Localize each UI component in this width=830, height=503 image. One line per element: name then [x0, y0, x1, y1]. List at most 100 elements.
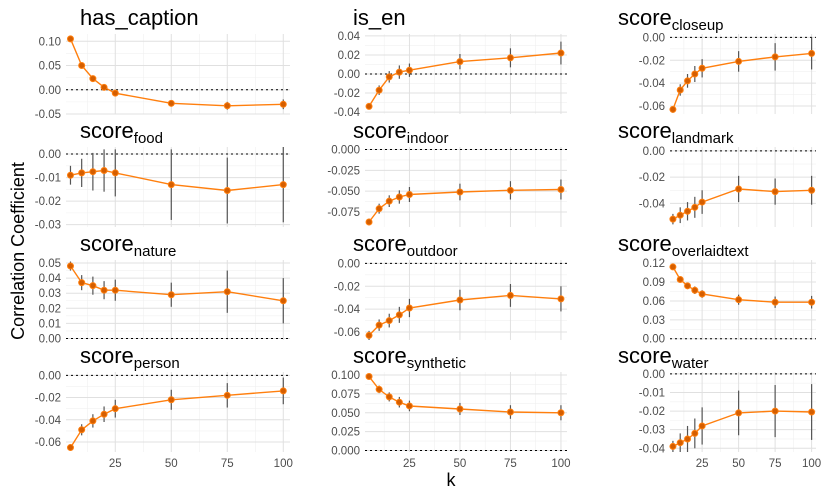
data-point	[66, 444, 74, 452]
data-point	[89, 75, 97, 83]
y-tick-label: -0.02	[639, 406, 665, 418]
data-point	[771, 407, 779, 415]
panel-scoreoutdoor: 0.00 -0.02 -0.04 -0.06 scoreoutdoor	[334, 231, 567, 340]
y-tick-label: 0.12	[643, 258, 665, 270]
x-tick-label: 25	[109, 458, 122, 470]
data-point	[395, 68, 403, 76]
data-point	[100, 83, 108, 91]
data-point	[111, 286, 119, 294]
y-tick-label: -0.06	[334, 327, 360, 339]
data-point	[375, 205, 383, 213]
series-line	[69, 265, 284, 302]
panel-title-base: score	[80, 343, 134, 368]
panel-title-base: score	[353, 231, 407, 256]
y-tick-label: -0.02	[35, 196, 61, 208]
data-point	[395, 311, 403, 319]
y-tick-label: 0.01	[39, 318, 61, 330]
x-tick-label: 25	[696, 458, 709, 470]
y-tick-label: 0.00	[338, 258, 360, 270]
y-tick-label: -0.01	[639, 387, 665, 399]
panel-title-subscript: indoor	[407, 130, 449, 147]
panel-scoreindoor: 0.000 -0.025 -0.050 -0.075 scoreindoor	[327, 118, 567, 227]
data-point	[365, 373, 373, 381]
data-point	[676, 276, 684, 284]
data-point	[395, 398, 403, 406]
data-point	[771, 298, 779, 306]
data-point	[111, 89, 119, 97]
y-tick-label: -0.04	[639, 443, 666, 455]
panel-title: scoreoverlaidtext	[618, 231, 749, 260]
y-tick-label: 0.025	[331, 427, 360, 439]
data-point	[279, 100, 287, 108]
panel-title: scorelandmark	[618, 118, 734, 147]
panel-title: scoreindoor	[353, 118, 449, 147]
data-point	[456, 405, 464, 413]
panel-scorefood: 0.00 -0.01 -0.02 -0.03 scorefood	[35, 118, 290, 232]
data-point	[735, 185, 743, 193]
y-tick-label: 0.000	[331, 445, 360, 457]
data-point	[669, 215, 677, 223]
panel-scorenature: 0.05 0.04 0.03 0.02 0.01 0.00 scorenature	[39, 231, 290, 345]
panel-has_caption: 0.10 0.05 0.00 -0.05 has_caption	[35, 5, 290, 121]
series-line	[69, 38, 284, 107]
data-point	[557, 409, 565, 417]
data-point	[808, 49, 816, 57]
series-line	[672, 266, 812, 303]
y-tick-label: -0.06	[639, 101, 665, 113]
data-point	[78, 62, 86, 70]
data-point	[223, 288, 231, 296]
data-point	[405, 304, 413, 312]
x-tick-label: 50	[454, 458, 467, 470]
y-tick-label: 0.00	[39, 370, 61, 382]
data-point	[808, 408, 816, 416]
y-tick-label: 0.02	[39, 303, 61, 315]
panel-title: scoreoutdoor	[353, 231, 458, 260]
panel-title: scorenature	[80, 231, 176, 260]
data-point	[375, 321, 383, 329]
x-tick-label: 75	[221, 458, 234, 470]
y-tick-label: -0.03	[35, 220, 61, 232]
y-tick-label: -0.04	[334, 304, 361, 316]
data-point	[385, 317, 393, 325]
data-point	[691, 70, 699, 78]
y-tick-label: 0.00	[643, 32, 665, 44]
data-point	[89, 168, 97, 176]
y-tick-label: -0.04	[35, 415, 62, 427]
panel-title-subscript: outdoor	[407, 243, 458, 260]
panel-title-subscript: closeup	[672, 17, 724, 34]
data-point	[557, 49, 565, 57]
y-tick-label: -0.02	[334, 88, 360, 100]
data-point	[669, 105, 677, 113]
data-point	[808, 298, 816, 306]
data-point	[167, 396, 175, 404]
data-point	[223, 102, 231, 110]
data-point	[279, 297, 287, 305]
y-tick-label: 0.03	[643, 315, 665, 327]
y-tick-label: 0.00	[643, 334, 665, 346]
y-tick-label: -0.01	[35, 173, 61, 185]
data-point	[385, 73, 393, 81]
panel-scoresynthetic: 0.100 0.075 0.050 0.025 0.000 25 50 75 100 scores…	[331, 343, 570, 470]
data-point	[735, 296, 743, 304]
data-point	[676, 439, 684, 447]
panel-scorelandmark: 0.00 -0.02 -0.04 scorelandmark	[618, 118, 816, 227]
data-point	[365, 331, 373, 339]
x-tick-label: 100	[274, 458, 293, 470]
panel-title: is_en	[353, 5, 406, 30]
data-point	[676, 86, 684, 94]
panel-title: scoreperson	[80, 343, 180, 372]
data-point	[735, 57, 743, 65]
data-point	[684, 435, 692, 443]
y-tick-label: 0.075	[331, 389, 360, 401]
y-tick-label: 0.04	[338, 31, 361, 43]
series-line	[672, 52, 812, 110]
x-tick-label: 100	[551, 458, 570, 470]
y-tick-label: 0.00	[338, 69, 360, 81]
data-point	[506, 54, 514, 62]
y-tick-label: -0.03	[639, 425, 665, 437]
data-point	[78, 279, 86, 287]
data-point	[100, 286, 108, 294]
panel-title-base: score	[80, 118, 134, 143]
panel-title-base: score	[353, 118, 407, 143]
